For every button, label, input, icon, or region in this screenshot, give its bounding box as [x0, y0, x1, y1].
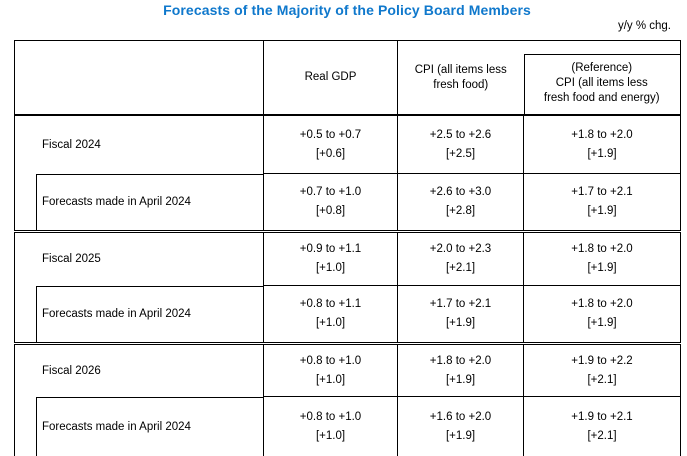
row-label: Forecasts made in April 2024: [42, 420, 191, 433]
cpi-cell: +1.8 to +2.0 [+1.9]: [397, 342, 524, 397]
cpi-median: [+1.9]: [445, 430, 476, 442]
cpi-range: +1.8 to +2.0: [429, 354, 492, 367]
header-ref-line3: fresh food and energy): [543, 92, 660, 104]
unit-label: y/y % chg.: [617, 20, 671, 32]
ref-cpi-median: [+2.1]: [587, 373, 617, 386]
header-reference-text: (Reference) CPI (all items less fresh fo…: [524, 49, 681, 106]
row-label-cell: Forecasts made in April 2024: [14, 285, 264, 344]
row-label: Forecasts made in April 2024: [42, 195, 191, 208]
row-label: Fiscal 2026: [42, 364, 101, 377]
table-row-fiscal-2025: Fiscal 2025 +0.9 to +1.1 [+1.0] +2.0 to …: [14, 230, 681, 286]
ref-cpi-range: +1.8 to +2.0: [571, 128, 633, 141]
ref-cpi-cell: +1.8 to +2.0 [+1.9]: [523, 285, 681, 344]
cpi-median: [+1.9]: [445, 373, 476, 386]
ref-cpi-median: [+1.9]: [587, 147, 617, 160]
row-label: Fiscal 2024: [42, 138, 101, 151]
subrow-top-border: [36, 173, 264, 175]
gdp-median: [+1.0]: [315, 430, 346, 442]
row-label-cell: Fiscal 2024: [14, 115, 264, 174]
ref-cpi-median: [+2.1]: [587, 430, 617, 442]
ref-cpi-cell: +1.9 to +2.1 [+2.1]: [523, 396, 681, 456]
ref-cpi-range: +1.8 to +2.0: [571, 243, 633, 255]
cpi-median: [+2.1]: [445, 262, 476, 274]
cpi-cell: +2.0 to +2.3 [+2.1]: [397, 230, 524, 286]
ref-cpi-range: +1.7 to +2.1: [571, 186, 633, 198]
cpi-cell: +2.5 to +2.6 [+2.5]: [397, 115, 524, 174]
ref-cpi-cell: +1.8 to +2.0 [+1.9]: [523, 230, 681, 286]
table-row-fiscal-2024: Fiscal 2024 +0.5 to +0.7 [+0.6] +2.5 to …: [14, 115, 681, 174]
row-label: Fiscal 2025: [42, 253, 101, 266]
forecast-table: Real GDP CPI (all items less fresh food)…: [14, 40, 681, 456]
ref-cpi-range: +1.9 to +2.1: [571, 411, 633, 423]
gdp-cell: +0.8 to +1.0 [+1.0]: [263, 342, 398, 397]
cpi-range: +2.5 to +2.6: [429, 128, 492, 141]
gdp-median: [+1.0]: [315, 317, 346, 329]
ref-cpi-median: [+1.9]: [587, 317, 617, 329]
cpi-range: +2.0 to +2.3: [429, 243, 492, 255]
ref-cpi-cell: +1.7 to +2.1 [+1.9]: [523, 173, 681, 232]
cpi-median: [+2.5]: [445, 147, 476, 160]
ref-cpi-cell: +1.8 to +2.0 [+1.9]: [523, 115, 681, 174]
table-row-april-forecast-2025: Forecasts made in April 2024 +0.8 to +1.…: [14, 285, 681, 344]
row-label-cell: Fiscal 2025: [14, 230, 264, 286]
table-row-april-forecast-2026: Forecasts made in April 2024 +0.8 to +1.…: [14, 396, 681, 456]
gdp-median: [+1.0]: [315, 262, 346, 274]
cpi-cell: +1.6 to +2.0 [+1.9]: [397, 396, 524, 456]
reference-inset-border: [523, 54, 680, 114]
header-cpi-line2: fresh food): [433, 78, 489, 91]
ref-cpi-median: [+1.9]: [587, 262, 617, 274]
header-cpi-line1: CPI (all items less: [414, 63, 507, 76]
gdp-cell: +0.7 to +1.0 [+0.8]: [263, 173, 398, 232]
row-label-cell: Forecasts made in April 2024: [14, 173, 264, 232]
header-real-gdp: Real GDP: [263, 40, 398, 116]
header-real-gdp-label: Real GDP: [304, 71, 357, 83]
header-reference-cpi: (Reference) CPI (all items less fresh fo…: [523, 40, 681, 116]
subrow-left-border: [36, 285, 37, 342]
cpi-range: +1.7 to +2.1: [429, 298, 492, 310]
gdp-median: [+0.8]: [315, 205, 346, 217]
ref-cpi-range: +1.8 to +2.0: [571, 298, 633, 310]
ref-cpi-range: +1.9 to +2.2: [571, 354, 633, 367]
header-ref-line1: (Reference): [571, 62, 633, 74]
gdp-range: +0.7 to +1.0: [299, 186, 362, 198]
gdp-range: +0.8 to +1.0: [299, 411, 362, 423]
gdp-cell: +0.8 to +1.1 [+1.0]: [263, 285, 398, 344]
ref-cpi-median: [+1.9]: [587, 205, 617, 217]
ref-cpi-cell: +1.9 to +2.2 [+2.1]: [523, 342, 681, 397]
subrow-top-border: [36, 285, 264, 287]
row-label-cell: Forecasts made in April 2024: [14, 396, 264, 456]
gdp-range: +0.5 to +0.7: [299, 128, 362, 141]
header-ref-line2: CPI (all items less: [555, 77, 648, 89]
subrow-left-border: [36, 173, 37, 230]
cpi-cell: +2.6 to +3.0 [+2.8]: [397, 173, 524, 232]
subrow-left-border: [36, 396, 37, 456]
gdp-range: +0.8 to +1.1: [299, 298, 362, 310]
cpi-cell: +1.7 to +2.1 [+1.9]: [397, 285, 524, 344]
header-cpi: CPI (all items less fresh food): [397, 40, 524, 116]
gdp-median: [+1.0]: [315, 373, 346, 386]
table-header-row: Real GDP CPI (all items less fresh food)…: [14, 40, 681, 116]
gdp-cell: +0.8 to +1.0 [+1.0]: [263, 396, 398, 456]
cpi-range: +1.6 to +2.0: [429, 411, 492, 423]
table-row-fiscal-2026: Fiscal 2026 +0.8 to +1.0 [+1.0] +1.8 to …: [14, 342, 681, 397]
gdp-range: +0.9 to +1.1: [299, 243, 362, 255]
cpi-median: [+2.8]: [445, 205, 476, 217]
gdp-cell: +0.9 to +1.1 [+1.0]: [263, 230, 398, 286]
row-label-cell: Fiscal 2026: [14, 342, 264, 397]
row-label: Forecasts made in April 2024: [42, 307, 191, 320]
gdp-median: [+0.6]: [315, 147, 346, 160]
page-title: Forecasts of the Majority of the Policy …: [163, 2, 531, 18]
gdp-cell: +0.5 to +0.7 [+0.6]: [263, 115, 398, 174]
cpi-range: +2.6 to +3.0: [429, 186, 492, 198]
cpi-median: [+1.9]: [445, 317, 476, 329]
header-empty-cell: [14, 40, 264, 116]
subrow-top-border: [36, 396, 264, 398]
table-row-april-forecast-2024: Forecasts made in April 2024 +0.7 to +1.…: [14, 173, 681, 232]
gdp-range: +0.8 to +1.0: [299, 354, 362, 367]
